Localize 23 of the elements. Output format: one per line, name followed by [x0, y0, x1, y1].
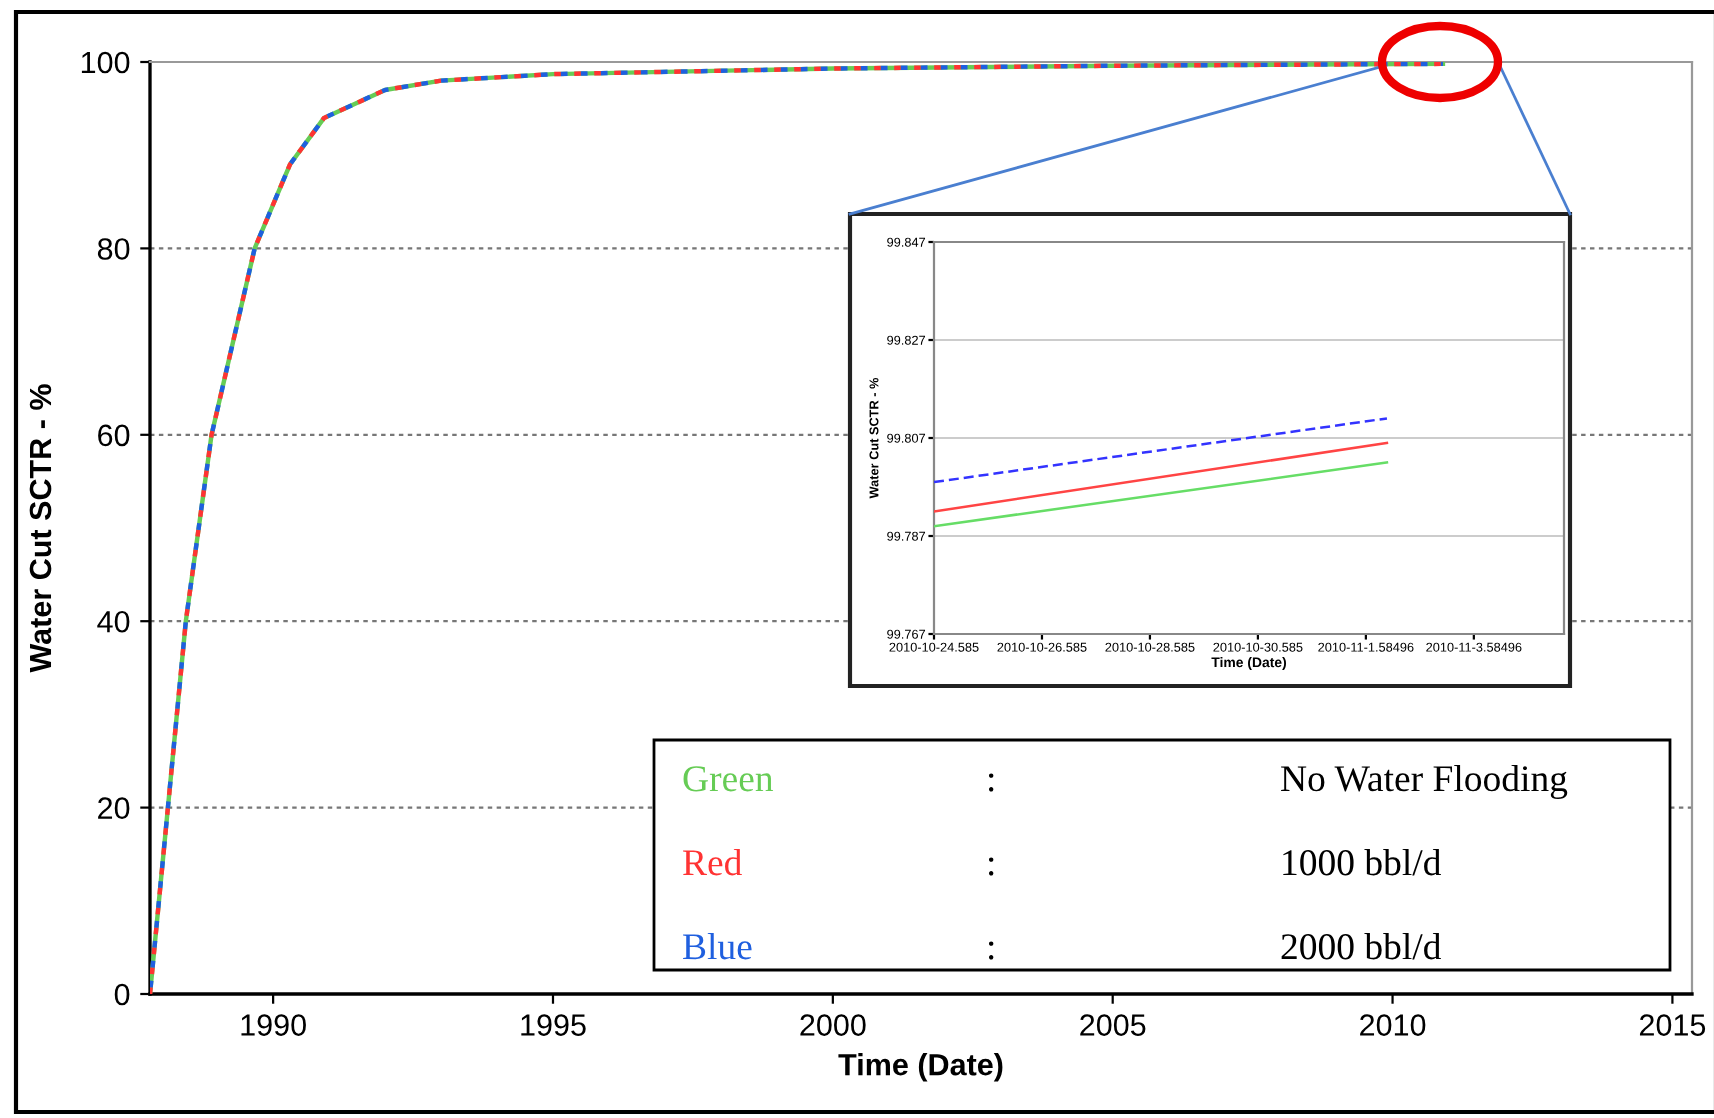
y-tick-label: 20	[98, 797, 130, 819]
x-tick-label: 2000	[800, 1014, 866, 1036]
text: Green	[683, 766, 774, 792]
text: Blue	[683, 933, 752, 960]
x-tick-label: 1990	[241, 1014, 306, 1036]
y-tick-label: 100	[81, 51, 130, 74]
annotation: :	[988, 857, 994, 876]
annotation: :	[988, 773, 994, 792]
annotation: :	[988, 941, 994, 960]
x-tick-label: 2005	[1080, 1014, 1146, 1036]
y-tick-label: 40	[97, 610, 130, 633]
y-axis-title: Water Cut SCTR - %	[29, 384, 52, 673]
x-tick-label: 2015	[1639, 1014, 1706, 1036]
x-tick-label: 2010	[1360, 1014, 1426, 1036]
y-tick-label: 60	[98, 424, 130, 447]
y-tick-label: 0	[114, 983, 130, 1006]
x-tick-label: 1995	[521, 1014, 586, 1036]
x-axis-title: Time (Date)	[838, 1053, 1003, 1082]
text: Red	[683, 849, 742, 876]
annotation: No Water Flooding	[1281, 764, 1568, 800]
annotation: 2000 bbl/d	[1281, 933, 1442, 960]
y-tick-label: 80	[97, 238, 130, 260]
annotation: 1000 bbl/d	[1283, 849, 1442, 876]
